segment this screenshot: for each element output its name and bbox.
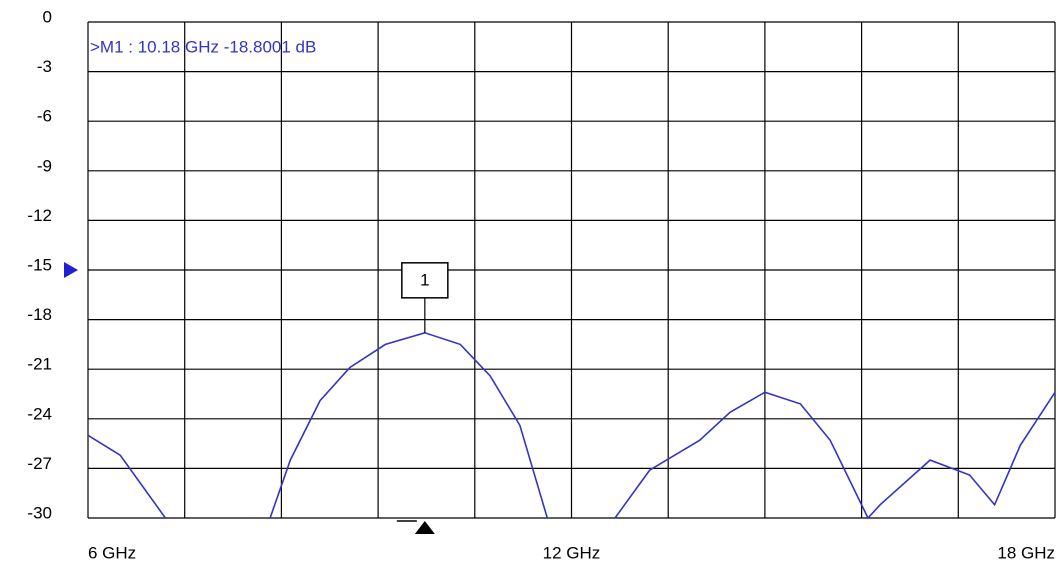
marker-box — [401, 262, 449, 299]
x-tick-label: 6 GHz — [88, 543, 136, 562]
marker-readout: >M1 : 10.18 GHz -18.8001 dB — [90, 37, 316, 56]
marker-label: 1 — [420, 270, 429, 289]
y-tick-label: -21 — [27, 355, 52, 374]
y-tick-label: -15 — [27, 255, 52, 274]
reference-marker — [64, 262, 78, 278]
x-tick-label: 18 GHz — [997, 543, 1055, 562]
y-tick-label: -27 — [27, 454, 52, 473]
y-tick-label: -3 — [37, 57, 52, 76]
y-tick-label: -12 — [27, 206, 52, 225]
trace — [87, 331, 1056, 520]
y-tick-label: -30 — [27, 503, 52, 522]
y-tick-label: 0 — [43, 7, 52, 26]
y-tick-label: -9 — [37, 156, 52, 175]
x-tick-label: 12 GHz — [543, 543, 601, 562]
y-tick-label: -24 — [27, 404, 52, 423]
y-tick-label: -6 — [37, 107, 52, 126]
y-tick-label: -18 — [27, 305, 52, 324]
marker-position — [414, 521, 435, 534]
